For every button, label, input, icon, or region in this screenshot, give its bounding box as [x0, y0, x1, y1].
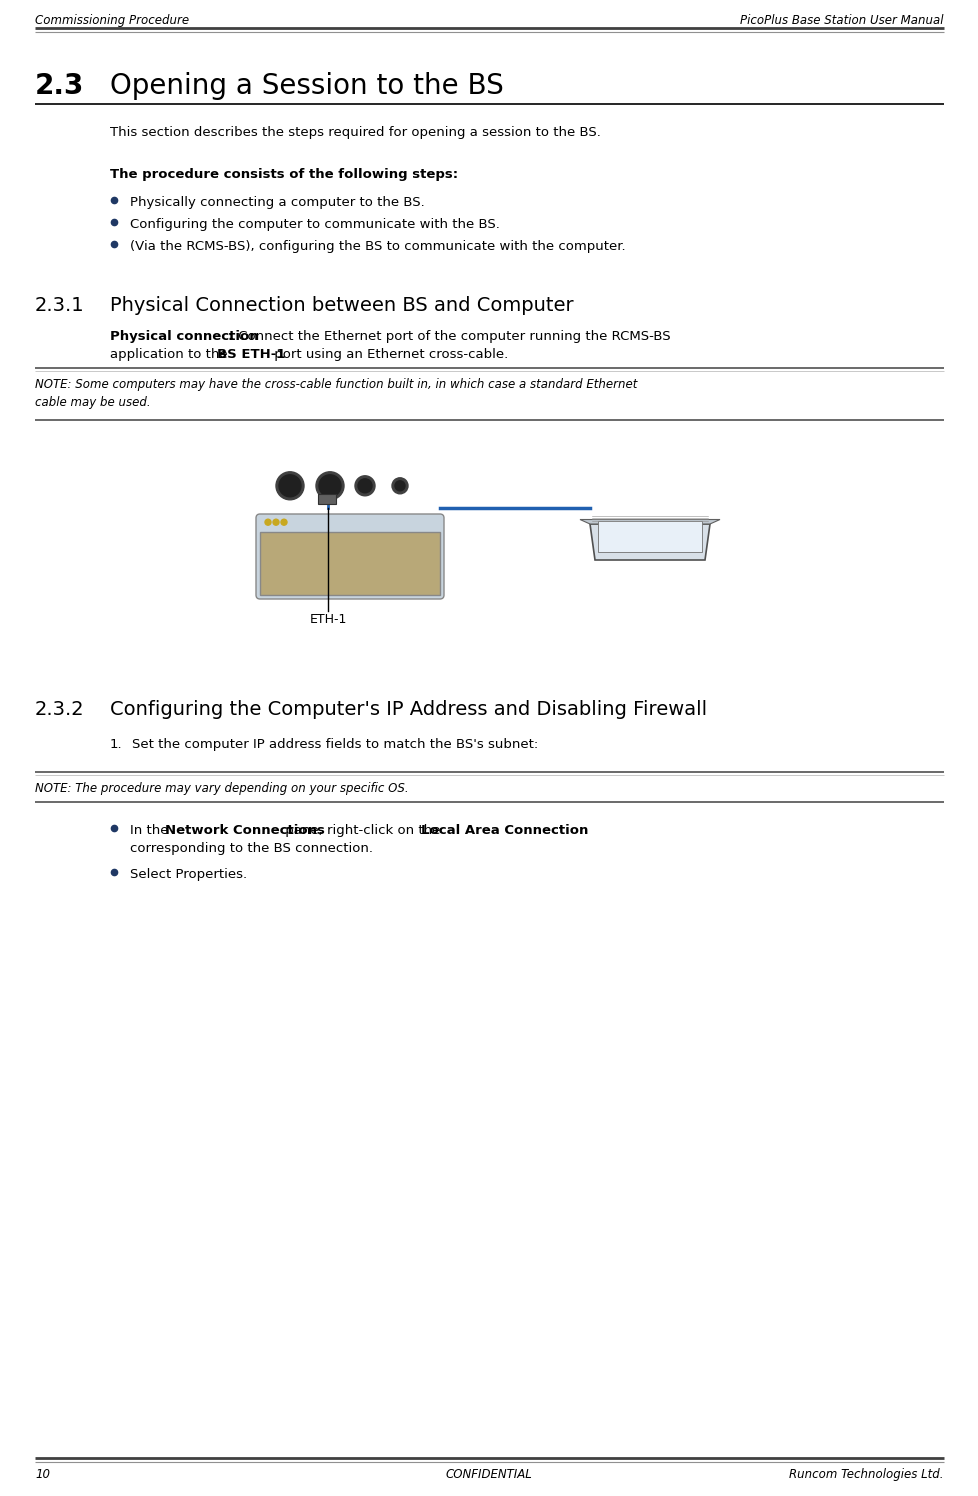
Text: ETH-1: ETH-1	[310, 613, 347, 625]
Circle shape	[394, 480, 405, 491]
Circle shape	[273, 519, 279, 525]
Circle shape	[358, 479, 372, 492]
Circle shape	[355, 476, 375, 495]
Bar	[318, 494, 335, 504]
Text: 2.3.1: 2.3.1	[35, 296, 84, 316]
FancyBboxPatch shape	[255, 515, 444, 598]
Circle shape	[279, 474, 300, 497]
Text: pane, right-click on the: pane, right-click on the	[281, 824, 444, 836]
Text: application to the: application to the	[110, 349, 232, 361]
Text: PicoPlus Base Station User Manual: PicoPlus Base Station User Manual	[739, 13, 943, 27]
Text: 1.: 1.	[110, 738, 122, 751]
Text: NOTE: Some computers may have the cross-cable function built in, in which case a: NOTE: Some computers may have the cross-…	[35, 378, 637, 408]
Text: In the: In the	[130, 824, 172, 836]
Text: Configuring the computer to communicate with the BS.: Configuring the computer to communicate …	[130, 218, 500, 230]
Text: Local Area Connection: Local Area Connection	[421, 824, 588, 836]
Text: CONFIDENTIAL: CONFIDENTIAL	[445, 1468, 532, 1481]
Text: :: :	[228, 331, 233, 343]
Bar	[598, 521, 701, 552]
Text: Physical connection: Physical connection	[110, 331, 258, 343]
Text: Configuring the Computer's IP Address and Disabling Firewall: Configuring the Computer's IP Address an…	[110, 700, 706, 720]
Circle shape	[319, 474, 340, 497]
Text: NOTE: The procedure may vary depending on your specific OS.: NOTE: The procedure may vary depending o…	[35, 782, 408, 794]
Text: Physical Connection between BS and Computer: Physical Connection between BS and Compu…	[110, 296, 573, 316]
Text: Select Properties.: Select Properties.	[130, 868, 246, 881]
Text: Opening a Session to the BS: Opening a Session to the BS	[110, 72, 504, 100]
Circle shape	[276, 471, 304, 500]
Text: This section describes the steps required for opening a session to the BS.: This section describes the steps require…	[110, 126, 600, 139]
Text: port using an Ethernet cross-cable.: port using an Ethernet cross-cable.	[270, 349, 508, 361]
Text: Connect the Ethernet port of the computer running the RCMS-BS: Connect the Ethernet port of the compute…	[234, 331, 670, 343]
Polygon shape	[579, 519, 719, 524]
Text: 2.3.2: 2.3.2	[35, 700, 84, 720]
Bar	[260, 533, 439, 595]
Text: Physically connecting a computer to the BS.: Physically connecting a computer to the …	[130, 196, 424, 209]
Circle shape	[265, 519, 271, 525]
Circle shape	[281, 519, 287, 525]
Text: Set the computer IP address fields to match the BS's subnet:: Set the computer IP address fields to ma…	[132, 738, 538, 751]
Text: The procedure consists of the following steps:: The procedure consists of the following …	[110, 168, 458, 181]
Polygon shape	[590, 524, 709, 560]
Text: (Via the RCMS-BS), configuring the BS to communicate with the computer.: (Via the RCMS-BS), configuring the BS to…	[130, 239, 625, 253]
Circle shape	[391, 477, 408, 494]
Circle shape	[316, 471, 343, 500]
Text: 2.3: 2.3	[35, 72, 84, 100]
Text: Commissioning Procedure: Commissioning Procedure	[35, 13, 189, 27]
Text: corresponding to the BS connection.: corresponding to the BS connection.	[130, 842, 373, 856]
Text: Runcom Technologies Ltd.: Runcom Technologies Ltd.	[788, 1468, 943, 1481]
Text: BS ETH-1: BS ETH-1	[217, 349, 286, 361]
Text: 10: 10	[35, 1468, 50, 1481]
Text: Network Connections: Network Connections	[165, 824, 325, 836]
